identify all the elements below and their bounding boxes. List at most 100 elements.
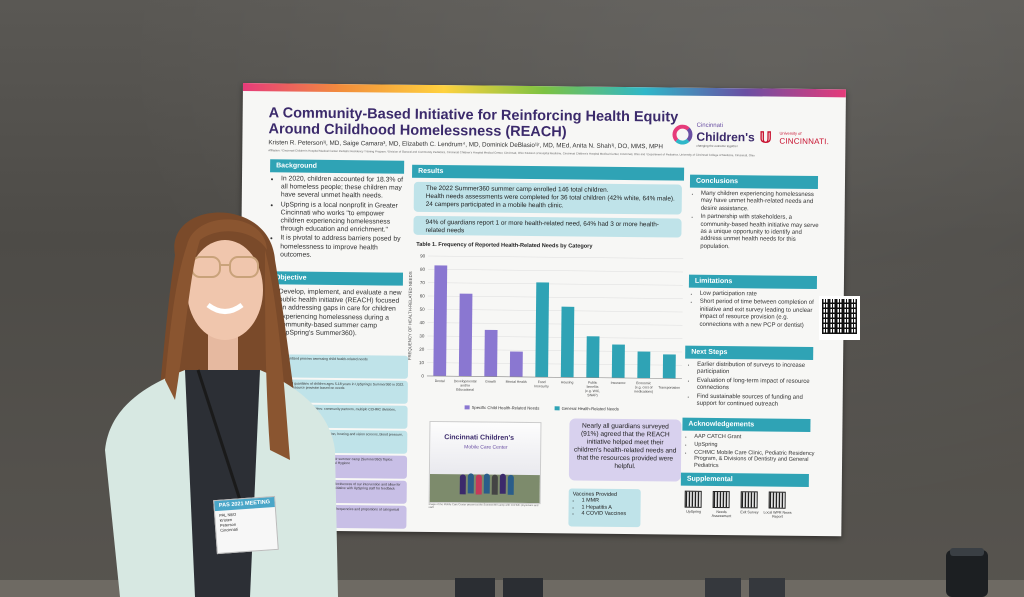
y-tick-label: 60 [420, 293, 426, 298]
chart-gridline [427, 282, 683, 286]
presenter-person [105, 212, 338, 597]
staff-person [483, 473, 490, 494]
face [187, 240, 263, 340]
y-tick-label: 10 [419, 360, 425, 365]
x-tick-label: Mental Health [506, 380, 527, 384]
qr-label: UpSpring [686, 509, 702, 514]
x-tick-label: benefits [587, 385, 599, 389]
next-steps-header: Next Steps [685, 345, 814, 360]
chart-bar [458, 293, 473, 377]
mobile-care-center-photo: Cincinnati Children's Mobile Care Center [428, 420, 542, 505]
results-needs-box: 94% of guardians report 1 or more health… [413, 215, 682, 238]
badge-text: PAL NEO Kristen Peterson Cincinnati [215, 507, 277, 535]
supplemental-header: Supplemental [680, 472, 809, 487]
acknowledgements-text: AAP CATCH Grant UpSpring CCHMC Mobile Ca… [685, 434, 815, 472]
y-axis-label: FREQUENCY OF HEALTH-RELATED NEEDS [407, 271, 413, 360]
logo-uc-big: CINCINNATI. [779, 136, 830, 147]
qr-code-icon [822, 299, 857, 334]
qr-label: Exit Survey [740, 510, 759, 515]
chart-bar [586, 336, 600, 378]
y-tick-label: 40 [419, 320, 425, 325]
smile [206, 302, 244, 314]
qr-code-icon[interactable] [684, 490, 702, 508]
chart-bar [560, 306, 575, 378]
research-poster: A Community-Based Initiative for Reinfor… [238, 83, 846, 537]
limitations-header: Limitations [688, 274, 818, 290]
acknowledgements-item: UpSpring [694, 442, 815, 450]
conclusions-text: Many children experiencing homelessness … [691, 191, 822, 254]
logo-cc-tag: changing the outcome together [696, 143, 738, 149]
next-steps-item: Earlier distribution of surveys to incre… [697, 362, 818, 378]
qr-label: Local WPR News Report [763, 510, 792, 519]
x-tick-label: (e.g. cost of [635, 385, 653, 389]
limitations-text: Low participation rate Short period of t… [690, 291, 820, 331]
chart-bar [637, 351, 651, 379]
x-tick-label: Transportation [658, 386, 680, 390]
uc-mark-icon: 𝕌 [759, 129, 772, 147]
university-of-cincinnati-logo: 𝕌 University of CINCINNATI. [759, 128, 839, 153]
x-tick-label: Growth [485, 380, 496, 384]
x-tick-label: Public [588, 381, 598, 385]
logo-cc-big: Children's [696, 129, 755, 145]
staff-person [475, 474, 482, 495]
logo-uc-small: University of [779, 130, 802, 136]
legend-label: Specific Child Health-Related Needs [472, 405, 540, 411]
acknowledgements-header: Acknowledgements [682, 417, 811, 432]
x-tick-label: Insecurity [534, 384, 549, 388]
background-header: Background [270, 159, 405, 174]
background-item: In 2020, children accounted for 18.3% of… [281, 175, 407, 201]
y-tick-label: 80 [420, 267, 426, 272]
shirt [185, 370, 260, 597]
supplemental-qr-codes: UpSpring Needs Assessment Exit Survey Lo… [684, 490, 834, 523]
name-badge: PAS 2021 MEETING PAL NEO Kristen Peterso… [213, 495, 279, 555]
results-summary-box: The 2022 Summer360 summer camp enrolled … [413, 181, 682, 215]
guardian-quote-box: Nearly all guardians surveyed (91%) agre… [568, 418, 682, 482]
qr-code-icon[interactable] [712, 490, 730, 509]
staff-person [491, 474, 498, 495]
chart-gridline [428, 269, 684, 273]
wall-qr-code[interactable] [819, 296, 860, 340]
conclusions-item: Many children experiencing homelessness … [701, 191, 822, 214]
limitations-item: Short period of time between completion … [699, 299, 820, 330]
chart-bar [433, 265, 448, 377]
next-steps-item: Find sustainable sources of funding and … [697, 393, 818, 409]
water-bottle [946, 548, 988, 597]
qr-label: Needs Assessment [711, 509, 732, 519]
conclusions-item: In partnership with stakeholders, a comm… [700, 214, 821, 252]
x-tick-label: medications) [634, 390, 653, 394]
cincinnati-childrens-logo: Cincinnati Children's changing the outco… [672, 121, 755, 152]
x-tick-label: Food [538, 380, 546, 384]
qr-code-icon[interactable] [740, 491, 758, 509]
vaccine-item: 4 COVID Vaccines [581, 511, 636, 518]
legend-label: General Health-Related Needs [562, 406, 619, 412]
staff-person [459, 474, 466, 495]
y-tick-label: 70 [420, 280, 426, 285]
legend-swatch [464, 405, 470, 410]
y-tick-label: 90 [420, 253, 426, 258]
qr-code-icon[interactable] [768, 491, 786, 509]
chart-gridline [428, 255, 684, 259]
x-axis [426, 375, 682, 379]
x-tick-label: Housing [561, 380, 574, 384]
x-tick-label: Economic [636, 381, 651, 385]
x-tick-label: Insurance [611, 381, 626, 385]
chart-bar [662, 354, 676, 379]
childrens-logo-mark-icon [672, 124, 693, 145]
y-tick-label: 50 [420, 307, 426, 312]
staff-person [507, 474, 514, 495]
passerby-legs [455, 578, 785, 597]
staff-person [467, 473, 474, 494]
x-tick-label: Developmental [454, 379, 477, 383]
chart-bar [509, 351, 523, 377]
y-tick-label: 20 [419, 347, 425, 352]
van-subtitle: Mobile Care Center [464, 444, 508, 451]
poster-title: A Community-Based Initiative for Reinfor… [268, 105, 679, 141]
next-steps-text: Earlier distribution of surveys to incre… [688, 362, 818, 411]
staff-person [499, 473, 506, 494]
x-tick-label: and/or [460, 383, 471, 387]
acknowledgements-item: AAP CATCH Grant [694, 434, 815, 442]
y-tick-label: 0 [421, 373, 424, 378]
chart-bar [484, 329, 498, 377]
health-needs-bar-chart: 0 10 20 30 40 50 60 70 80 90 FREQUENCY OF HEALTH-R… [407, 253, 684, 412]
y-tick-label: 30 [419, 333, 425, 338]
